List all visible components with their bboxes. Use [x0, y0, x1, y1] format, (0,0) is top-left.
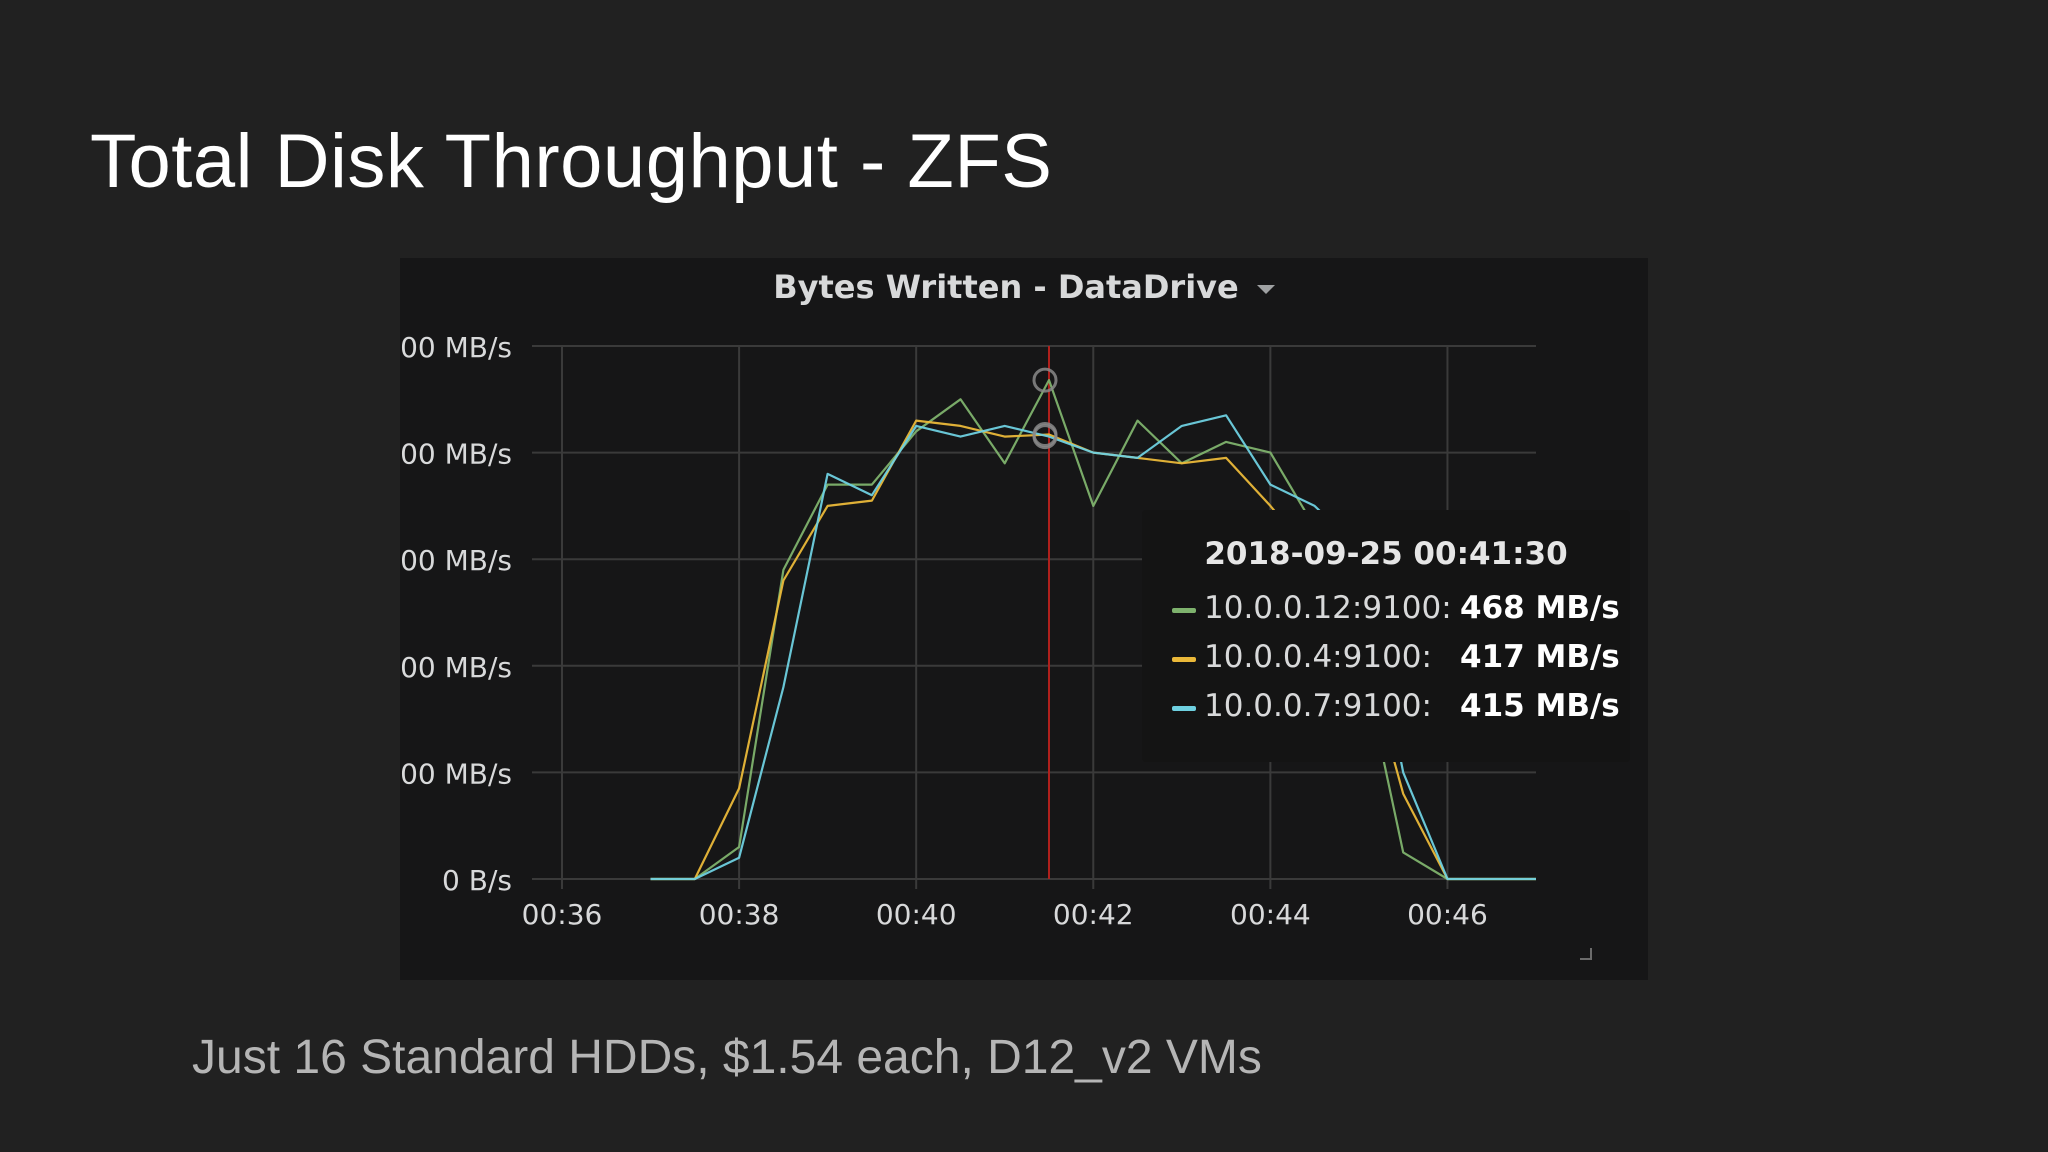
- tooltip-series-value: 417 MB/s: [1460, 639, 1620, 675]
- y-tick-label: 100 MB/s: [400, 757, 512, 790]
- tooltip-series-name: 10.0.0.12:9100:: [1204, 590, 1452, 626]
- x-tick-label: 00:38: [699, 898, 780, 931]
- x-tick-label: 00:36: [522, 898, 603, 931]
- panel-title[interactable]: Bytes Written - DataDrive: [400, 268, 1648, 306]
- panel-resize-handle[interactable]: [1580, 948, 1592, 960]
- tooltip-series-value: 415 MB/s: [1460, 688, 1620, 724]
- tooltip-series-name: 10.0.0.4:9100:: [1204, 639, 1432, 675]
- hover-marker: [1032, 424, 1058, 450]
- y-axis-ticks: 0 B/s 100 MB/s 200 MB/s 300 MB/s 400 MB/s 500…: [400, 331, 512, 897]
- x-tick-label: 00:44: [1230, 898, 1311, 931]
- caret-down-icon: [1256, 284, 1275, 294]
- slide-caption: Just 16 Standard HDDs, $1.54 each, D12_v…: [192, 1031, 1262, 1084]
- y-tick-label: 200 MB/s: [400, 651, 512, 684]
- tooltip-row: 10.0.0.7:9100: 415 MB/s: [1172, 688, 1620, 728]
- hover-marker: [1032, 367, 1058, 393]
- slide-title: Total Disk Throughput - ZFS: [90, 119, 1053, 204]
- y-tick-label: 500 MB/s: [400, 331, 512, 364]
- tooltip-row: 10.0.0.12:9100: 468 MB/s: [1172, 590, 1620, 630]
- y-tick-label: 300 MB/s: [400, 544, 512, 577]
- chart-hover-markers: [1032, 367, 1058, 450]
- y-tick-label: 400 MB/s: [400, 438, 512, 471]
- hover-tooltip: 2018-09-25 00:41:30 10.0.0.12:9100: 468 …: [1142, 510, 1630, 762]
- series-swatch: [1172, 608, 1196, 613]
- tooltip-row: 10.0.0.4:9100: 417 MB/s: [1172, 639, 1620, 679]
- panel-title-label: Bytes Written - DataDrive: [773, 268, 1239, 306]
- y-tick-label: 0 B/s: [442, 864, 512, 897]
- x-axis-ticks: 00:36 00:38 00:40 00:42 00:44 00:46: [522, 898, 1488, 931]
- series-swatch: [1172, 657, 1196, 662]
- tooltip-timestamp: 2018-09-25 00:41:30: [1204, 536, 1568, 572]
- tooltip-series-name: 10.0.0.7:9100:: [1204, 688, 1432, 724]
- x-tick-label: 00:40: [876, 898, 957, 931]
- tooltip-series-value: 468 MB/s: [1460, 590, 1620, 626]
- x-tick-label: 00:46: [1407, 898, 1488, 931]
- x-tick-label: 00:42: [1053, 898, 1134, 931]
- series-swatch: [1172, 706, 1196, 711]
